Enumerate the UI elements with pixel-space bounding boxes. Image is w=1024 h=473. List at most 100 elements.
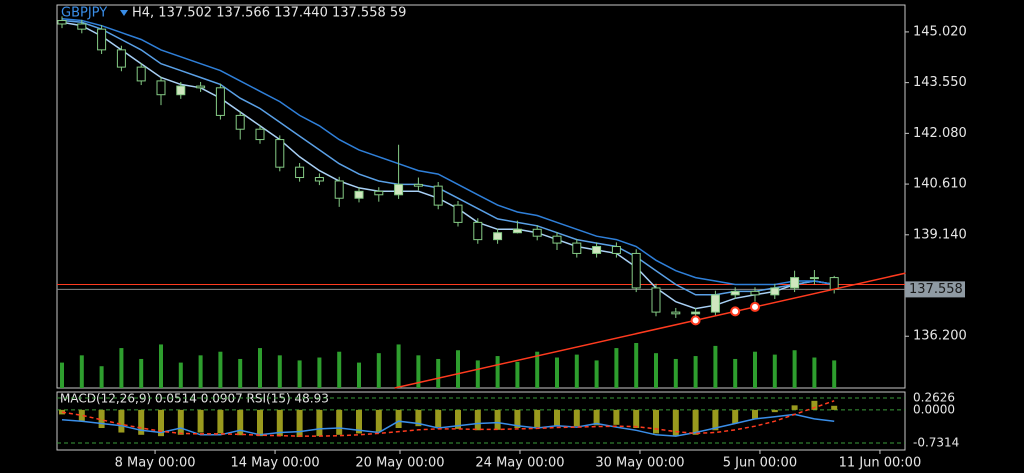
volume-bar (555, 357, 559, 388)
candle-body (552, 235, 562, 244)
volume-bar (812, 357, 817, 388)
candle-body (374, 190, 384, 196)
candle-body (691, 311, 701, 315)
y-tick-label: 145.020 (913, 24, 967, 39)
macd-bar (831, 405, 838, 410)
candle-body (116, 49, 126, 68)
candle-body (394, 183, 404, 196)
candle-body (275, 139, 285, 168)
indicator-tick-label: 0.0000 (913, 402, 955, 416)
candle-body (512, 228, 522, 234)
volume-bar (713, 345, 718, 388)
candle-body (235, 114, 245, 130)
x-tick-label: 8 May 00:00 (115, 456, 196, 471)
macd-bar (752, 409, 758, 419)
macd-bar (811, 400, 818, 410)
header-values: H4, 137.502 137.566 137.440 137.558 59 (132, 6, 406, 21)
volume-bar (515, 361, 520, 388)
volume-bar (772, 354, 777, 388)
candle-body (156, 80, 166, 96)
candle-body (829, 277, 839, 290)
symbol-dropdown[interactable] (120, 10, 128, 16)
volume-bar (416, 355, 421, 388)
macd-bar (217, 409, 224, 434)
volume-bar (258, 348, 262, 388)
candle-body (631, 252, 641, 289)
volume-bar (594, 360, 599, 388)
macd-bar (276, 409, 283, 437)
price-box (905, 281, 965, 298)
candle-body (196, 85, 206, 89)
indicator-tick-label: -0.7314 (913, 436, 959, 450)
volume-bar (832, 360, 837, 388)
candle-body (671, 311, 681, 315)
macd-line (61, 413, 835, 437)
volume-bar (376, 353, 381, 388)
plot-layer: 145.020 143.550 142.080 140.610 139.140 136.2… (57, 16, 967, 471)
indicator-tick-label: 0.2626 (913, 390, 955, 404)
candle-body (710, 294, 720, 313)
volume-bar (733, 358, 738, 388)
y-tick-label: 143.550 (913, 75, 967, 90)
macd-bar (138, 409, 145, 435)
volume-bar (119, 348, 124, 388)
indicator-frame (56, 391, 906, 451)
symbol[interactable]: GBPJPY (61, 6, 107, 21)
volume-bar (614, 348, 619, 388)
macd-bar (296, 409, 303, 438)
candle-body (453, 204, 463, 223)
candle-body (255, 128, 265, 141)
moving-average (61, 19, 835, 296)
y-tick-label: 142.080 (913, 126, 967, 141)
candle-body (611, 246, 621, 254)
macd-bar (435, 409, 442, 428)
main-frame (56, 4, 906, 389)
macd-bar (633, 409, 640, 428)
x-tick-label: 30 May 00:00 (595, 456, 684, 471)
volume-bar (99, 366, 104, 388)
candle-body (354, 190, 364, 199)
candle-body (413, 183, 423, 187)
x-tick-label: 20 May 00:00 (355, 456, 444, 471)
macd-bar (98, 409, 105, 428)
volume-bar (297, 360, 302, 388)
volume-bar (317, 357, 322, 388)
volume-bar (634, 343, 639, 388)
candle-body (77, 23, 87, 30)
candle-body (790, 277, 800, 289)
candle-body (493, 232, 503, 241)
volume-bar (574, 354, 579, 388)
candle-body (750, 290, 760, 296)
candle-body (136, 66, 146, 82)
trend-marker (730, 306, 741, 317)
macd-bar (356, 409, 362, 434)
volume-bar (495, 356, 500, 388)
moving-average (61, 18, 835, 286)
volume-bar (198, 355, 203, 388)
macd-bar (375, 409, 382, 432)
macd-bar (455, 409, 461, 429)
volume-bar (139, 358, 144, 388)
macd-bar (78, 409, 85, 422)
macd-bar (395, 409, 402, 428)
volume-bar (753, 351, 757, 388)
x-tick-label: 24 May 00:00 (475, 456, 564, 471)
y-tick-label: 140.610 (913, 177, 967, 192)
x-tick-label: 11 Jun 00:00 (839, 456, 922, 471)
candle-body (57, 20, 67, 25)
macd-bar (257, 409, 263, 437)
volume-bar (178, 362, 183, 388)
macd-bar (316, 409, 323, 437)
macd-bar (732, 409, 739, 424)
macd-bar (177, 409, 184, 435)
macd-bar (771, 409, 778, 413)
candle-body (473, 221, 483, 241)
candle-body (176, 85, 186, 96)
current-price-label: 137.558 (909, 282, 963, 297)
volume-bar (654, 353, 658, 388)
volume-bar (337, 351, 342, 388)
macd-bar (118, 409, 125, 433)
macd-bar (534, 409, 541, 428)
volume-bar (396, 344, 401, 388)
